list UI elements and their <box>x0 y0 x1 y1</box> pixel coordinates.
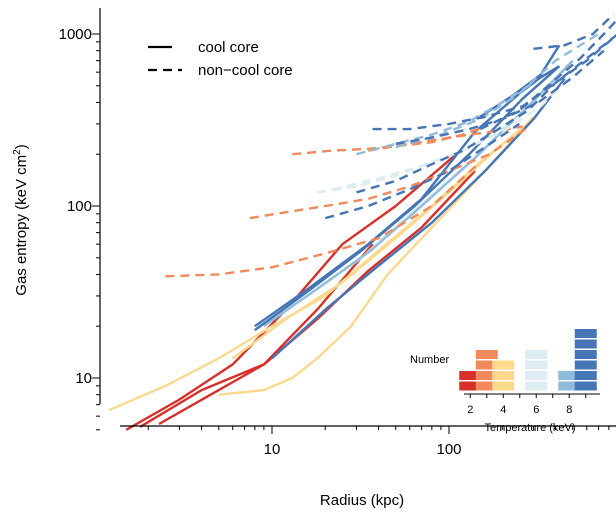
non-cool-core-curve-25 <box>533 13 615 50</box>
non-cool-core-curve-17 <box>332 73 574 191</box>
inset-bar-9kev-cell-5 <box>574 329 597 338</box>
inset-bar-6kev-cell-0 <box>525 381 548 391</box>
inset-bar-6kev-cell-2 <box>525 360 548 370</box>
non-cool-core-curve-19 <box>395 32 600 149</box>
non-cool-core-curve-13 <box>249 128 527 220</box>
inset-bar-2kev-cell-1 <box>459 371 482 380</box>
y-tick-label-10: 10 <box>75 370 92 387</box>
inset-bar-9kev-cell-3 <box>574 350 597 359</box>
y-ticks: 10 100 1000 <box>59 26 100 431</box>
non-cool-core-curve-21 <box>356 33 616 194</box>
inset-bar-4kev-cell-1 <box>492 371 515 380</box>
x-ticks: 10 100 <box>147 426 610 458</box>
inset-bar-9kev-cell-0 <box>574 381 597 391</box>
inset-bar-3kev-cell-0 <box>475 381 498 391</box>
non-cool-core-curve-12 <box>165 161 482 278</box>
legend: cool core non−cool core <box>148 39 293 79</box>
non-cool-core-curve-23 <box>395 49 605 145</box>
cool-core-curve-0 <box>139 170 476 428</box>
inset-bar-4kev-cell-2 <box>492 360 515 370</box>
y-tick-label-1000: 1000 <box>59 26 92 43</box>
non-cool-core-curve-18 <box>356 81 535 156</box>
inset-bar-3kev-cell-1 <box>475 371 498 380</box>
y-axis-title: Gas entropy (keV cm2) <box>12 144 30 295</box>
cool-core-curve-5 <box>231 142 504 360</box>
inset-tick-label-2: 2 <box>467 404 473 416</box>
inset-bars <box>459 329 597 391</box>
cool-core-curve-9 <box>271 77 566 360</box>
inset-tick-label-8: 8 <box>566 404 572 416</box>
inset-bar-3kev-cell-2 <box>475 360 498 370</box>
y-tick-label-100: 100 <box>67 198 92 215</box>
inset-bar-9kev-cell-1 <box>574 371 597 380</box>
inset-bar-2kev-cell-0 <box>459 381 482 391</box>
cool-core-curve-10 <box>254 65 560 328</box>
inset-bar-8kev-cell-0 <box>558 381 581 391</box>
x-tick-label-10: 10 <box>264 441 281 458</box>
legend-label-cool-core: cool core <box>198 39 259 56</box>
axes: 10 100 1000 10 100 <box>59 8 616 458</box>
inset-bar-9kev-cell-4 <box>574 339 597 349</box>
inset-bar-4kev-cell-0 <box>492 381 515 391</box>
inset-ylabel: Number <box>410 354 449 366</box>
inset-xlabel: Temperature (keV) <box>484 422 575 434</box>
non-cool-core-curve-20 <box>324 122 521 220</box>
temperature-histogram-inset: Number 2 4 6 8 Temperature (keV) <box>410 329 600 434</box>
inset-bar-6kev-cell-3 <box>525 350 548 359</box>
inset-bar-3kev-cell-3 <box>475 350 498 359</box>
cool-core-curve-11 <box>479 44 561 118</box>
inset-bar-9kev-cell-2 <box>574 360 597 370</box>
inset-tick-label-4: 4 <box>500 404 506 416</box>
x-axis-title: Radius (kpc) <box>320 492 404 509</box>
entropy-curves <box>108 13 616 431</box>
x-tick-label-100: 100 <box>436 441 461 458</box>
inset-ticks: 2 4 6 8 <box>467 394 587 416</box>
inset-bar-8kev-cell-1 <box>558 371 581 380</box>
non-cool-core-curve-24 <box>479 19 616 131</box>
legend-label-non-cool-core: non−cool core <box>198 62 293 79</box>
inset-tick-label-6: 6 <box>533 404 539 416</box>
inset-bar-6kev-cell-1 <box>525 371 548 380</box>
